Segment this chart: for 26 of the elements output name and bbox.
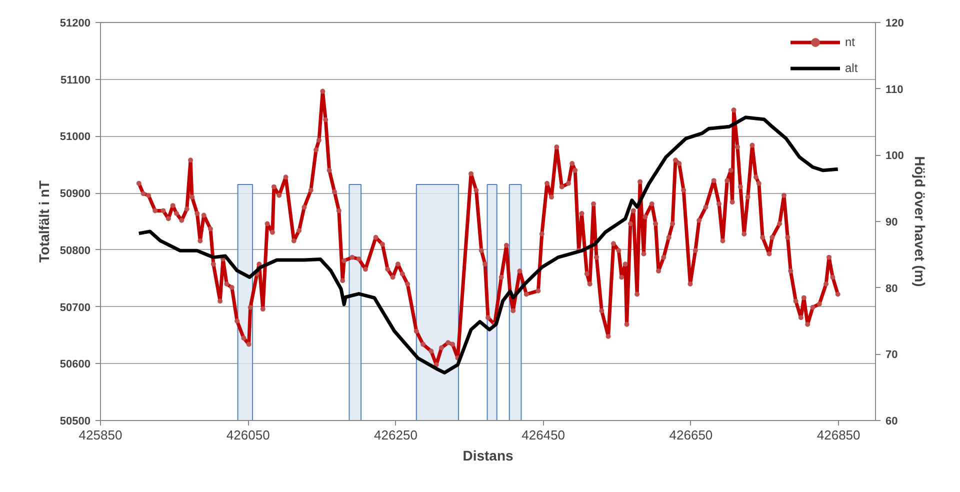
- y-tick-label: 51100: [60, 74, 91, 86]
- y2-tick-label: 60: [886, 416, 898, 428]
- y-tick-label: 50900: [60, 188, 91, 200]
- y2-tick-label: 90: [886, 216, 898, 228]
- y2-tick-label: 80: [886, 282, 898, 295]
- x-tick-label: 426050: [226, 428, 270, 442]
- y2-tick-label: 120: [886, 18, 904, 30]
- y2-tick-label: 70: [886, 349, 898, 362]
- y-tick-label: 50500: [60, 416, 91, 428]
- y2-tick-label: 110: [886, 84, 904, 96]
- x-tick-label: 425850: [78, 428, 122, 442]
- x-axis-title: Distans: [462, 448, 514, 464]
- y-tick-label: 51000: [60, 131, 91, 144]
- y-tick-label: 51200: [60, 18, 91, 30]
- x-tick-label: 426250: [374, 428, 418, 442]
- x-tick-label: 426450: [522, 428, 566, 442]
- x-tick-label: 426650: [669, 428, 713, 442]
- y2-tick-label: 100: [886, 150, 904, 162]
- legend-label: alt: [845, 61, 859, 75]
- x-tick-label: 426850: [816, 428, 860, 442]
- legend-label: nt: [845, 35, 856, 49]
- y-tick-label: 50800: [60, 244, 91, 257]
- y-tick-label: 50600: [60, 358, 91, 371]
- y-axis-title: Totalfält i nT: [36, 180, 52, 263]
- y2-axis-title: Höjd över havet (m): [912, 156, 928, 287]
- y-tick-label: 50700: [60, 302, 91, 314]
